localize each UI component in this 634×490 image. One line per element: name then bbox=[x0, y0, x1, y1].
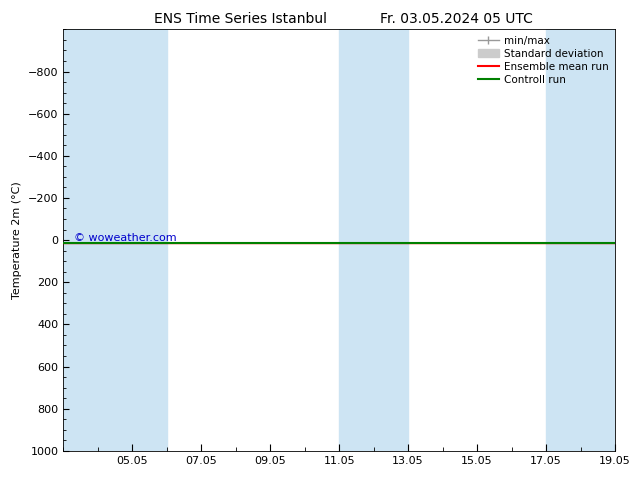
Legend: min/max, Standard deviation, Ensemble mean run, Controll run: min/max, Standard deviation, Ensemble me… bbox=[474, 31, 613, 89]
Text: ENS Time Series Istanbul: ENS Time Series Istanbul bbox=[155, 12, 327, 26]
Y-axis label: Temperature 2m (°C): Temperature 2m (°C) bbox=[13, 181, 22, 299]
Bar bbox=[546, 29, 615, 451]
Bar bbox=[63, 29, 167, 451]
Text: © woweather.com: © woweather.com bbox=[74, 233, 177, 243]
Bar bbox=[339, 29, 408, 451]
Text: Fr. 03.05.2024 05 UTC: Fr. 03.05.2024 05 UTC bbox=[380, 12, 533, 26]
